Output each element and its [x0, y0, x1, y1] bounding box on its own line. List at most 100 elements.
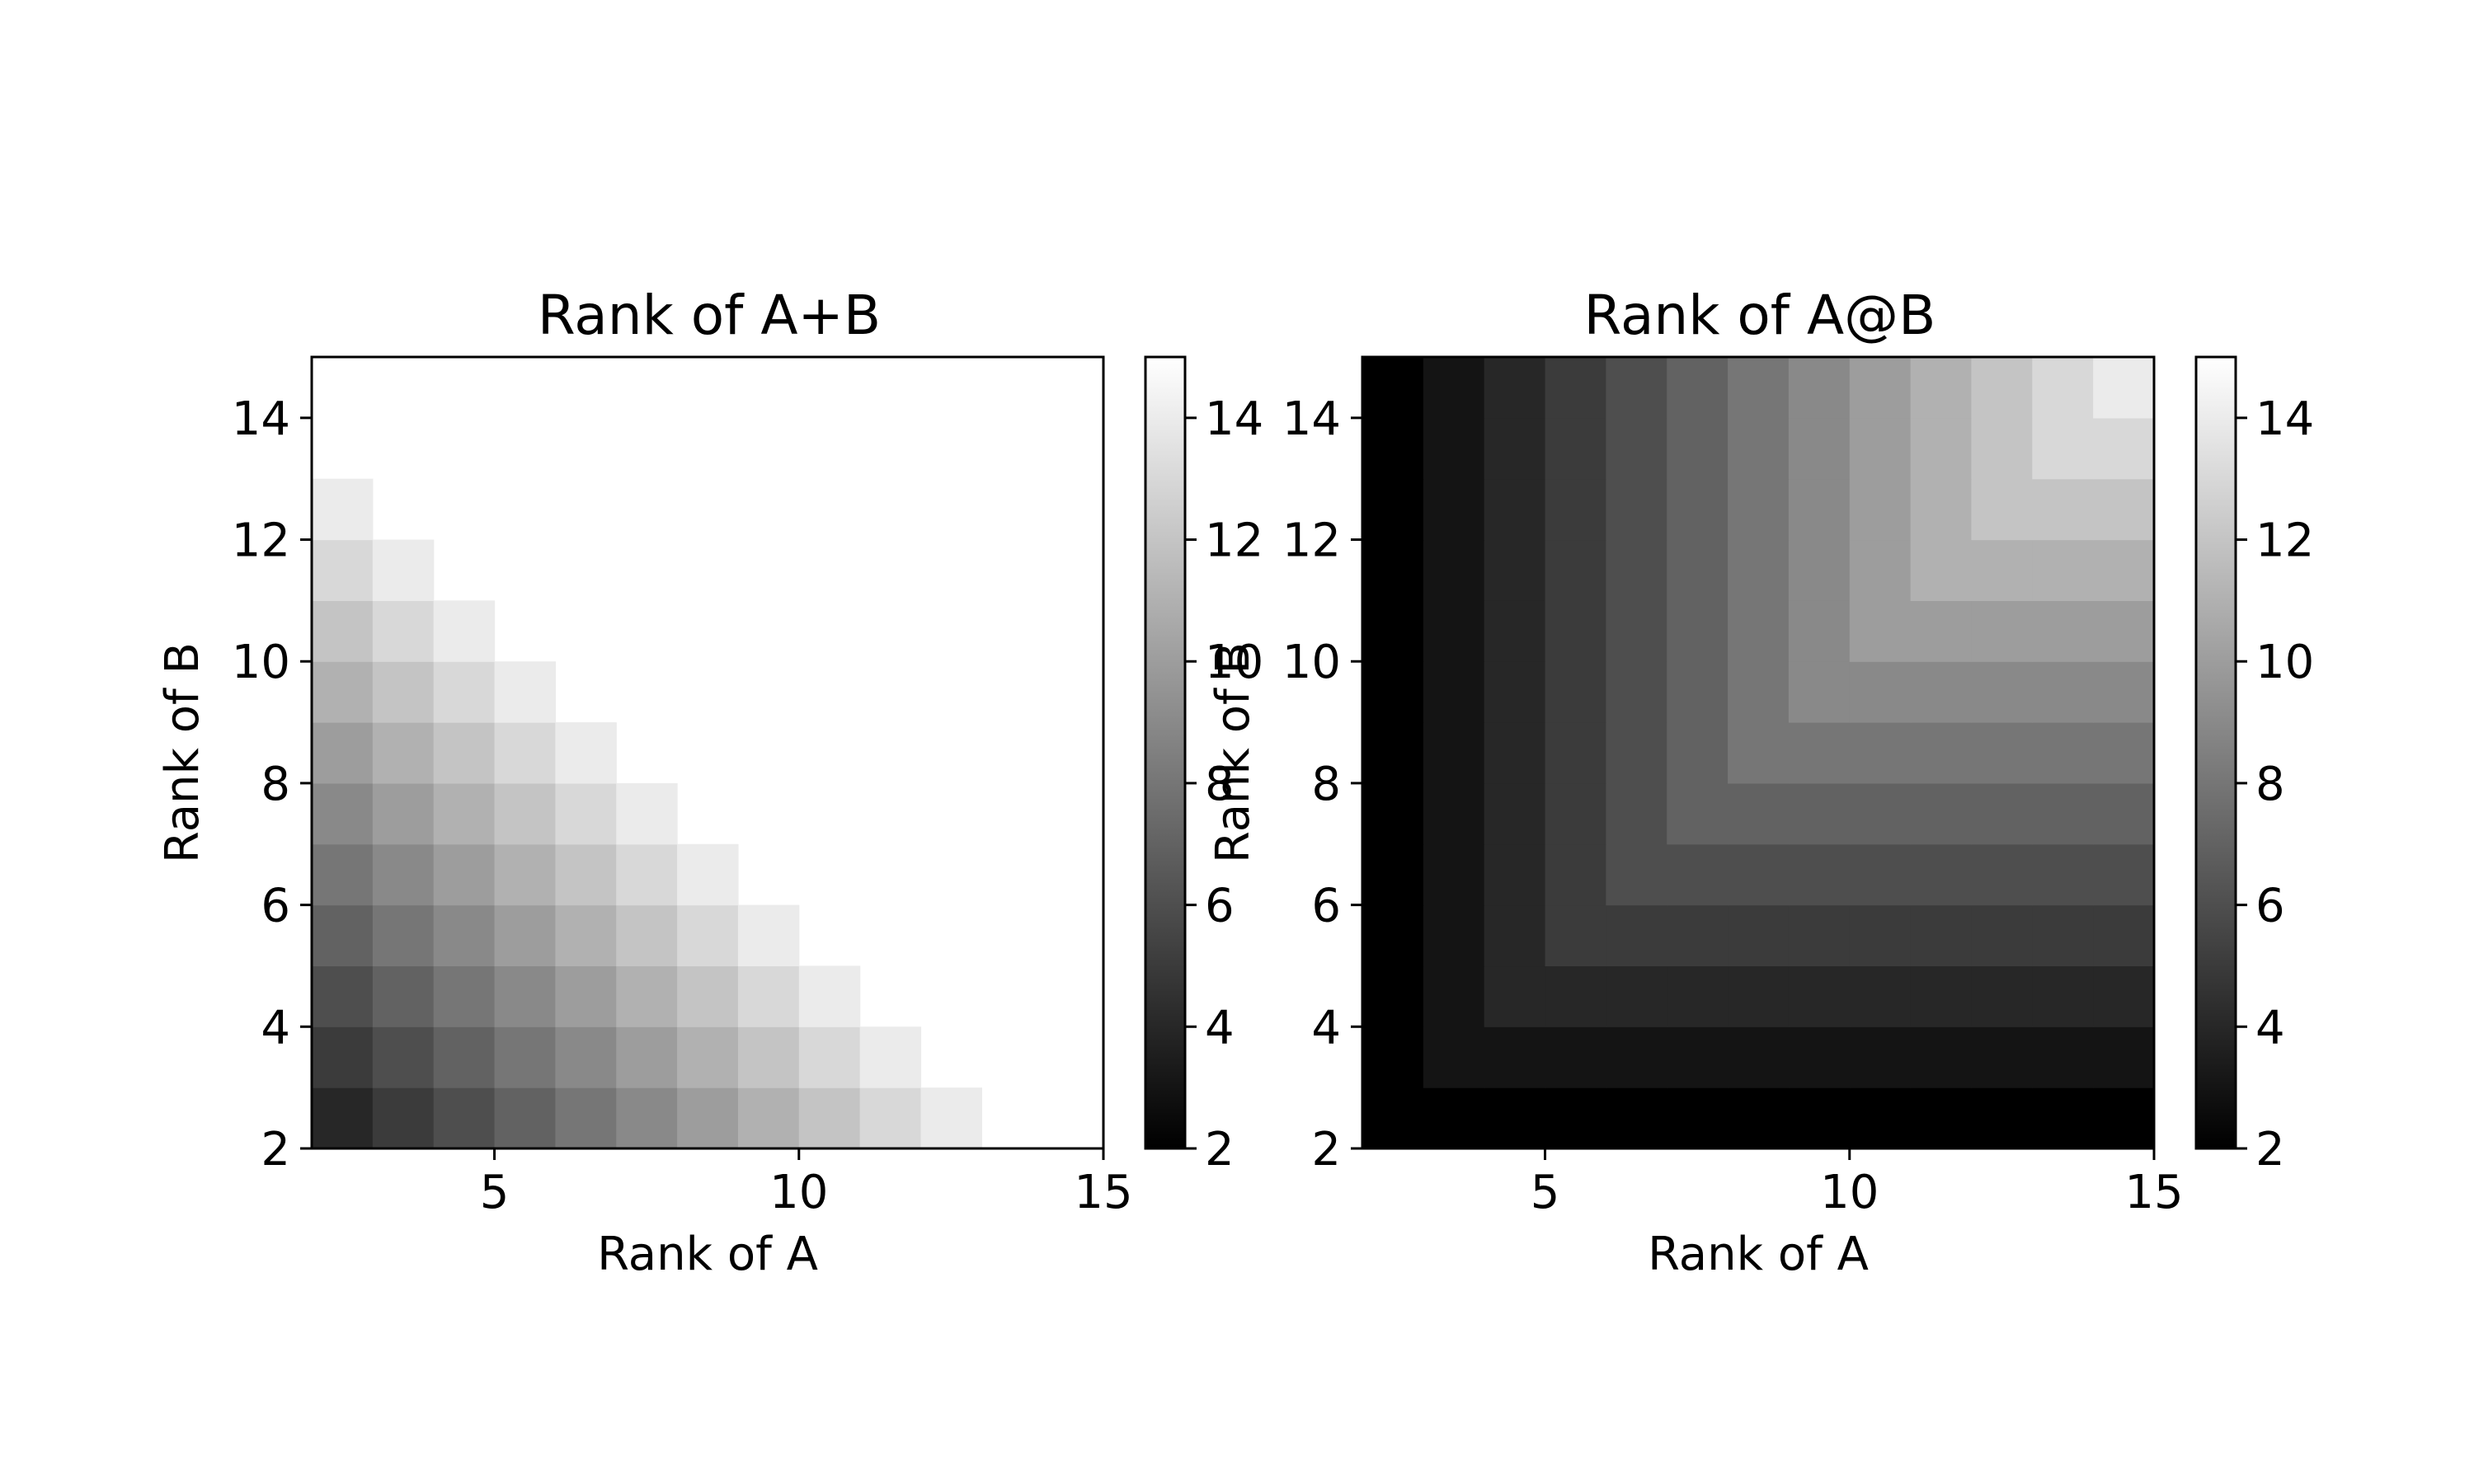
heatmap-cell [1788, 904, 1851, 967]
y-tick-label: 10 [232, 636, 290, 689]
heatmap-cell [1545, 661, 1606, 723]
heatmap-cell [798, 965, 861, 1027]
colorbar-tick-label: 2 [1205, 1123, 1235, 1176]
heatmap-cell [2093, 1026, 2155, 1088]
heatmap-cell [616, 782, 678, 845]
heatmap-cell [1423, 843, 1485, 906]
heatmap-cell [1971, 782, 2033, 845]
heatmap-cell [312, 722, 374, 784]
heatmap-cell [1484, 539, 1546, 601]
heatmap-cell [1484, 1087, 1546, 1149]
heatmap-cell [1606, 600, 1667, 662]
heatmap-cell [1545, 539, 1606, 601]
heatmap-cell [1910, 722, 1973, 784]
heatmap-cell [1788, 1087, 1851, 1149]
heatmap-cell [372, 782, 435, 845]
heatmap-cell [1971, 539, 2033, 601]
colorbar-frame [1144, 355, 1187, 1150]
heatmap-cell [1362, 1026, 1424, 1088]
heatmap-cell [1728, 843, 1790, 906]
heatmap-cell [1910, 478, 1973, 541]
heatmap-cell [372, 600, 435, 662]
y-tick-label: 14 [232, 392, 290, 446]
heatmap-cell [2093, 722, 2155, 784]
colorbar-tick-label: 10 [1205, 636, 1263, 689]
heatmap-cell [1484, 600, 1546, 662]
colorbar-tick-label: 14 [1205, 392, 1263, 446]
heatmap-cell [1910, 1026, 1973, 1088]
heatmap-cell [494, 1087, 556, 1149]
heatmap-cell [1667, 782, 1729, 845]
heatmap-cell [1788, 965, 1851, 1027]
heatmap-cell [1667, 478, 1729, 541]
heatmap-cell [1667, 661, 1729, 723]
x-axis: 5 10 15 [480, 1148, 1133, 1219]
heatmap-cell [1606, 417, 1667, 480]
heatmap-cell [1606, 843, 1667, 906]
heatmap-cell [433, 965, 496, 1027]
heatmap-cell [798, 1026, 861, 1088]
colorbar-gradient [1145, 357, 1185, 1148]
heatmap-cell [1362, 843, 1424, 906]
colorbar-tick-label: 2 [2255, 1123, 2285, 1176]
heatmap-cell [372, 965, 435, 1027]
heatmap-cell [1484, 965, 1546, 1027]
heatmap-cell [1423, 904, 1485, 967]
heatmap-cell [1788, 843, 1851, 906]
heatmap-cell [1788, 417, 1851, 480]
heatmap-cell [1484, 1026, 1546, 1088]
heatmap-cell [616, 1087, 678, 1149]
heatmap-cell [1728, 782, 1790, 845]
heatmap-cell [555, 843, 617, 906]
heatmap-cell [1484, 417, 1546, 480]
heatmap-cell [1849, 782, 1912, 845]
heatmap-cell [616, 843, 678, 906]
heatmap-cell [1606, 904, 1667, 967]
heatmap-cell [1362, 478, 1424, 541]
heatmap-cell [1667, 904, 1729, 967]
heatmap-cell [312, 478, 374, 541]
heatmap-cell [1728, 539, 1790, 601]
heatmap-cell [1849, 904, 1912, 967]
heatmap-cell [1667, 600, 1729, 662]
heatmap-cell [2093, 1087, 2155, 1149]
heatmap-cell [433, 843, 496, 906]
heatmap-cell [1667, 357, 1729, 419]
heatmap-cell [372, 661, 435, 723]
chart-title: Rank of A+B [538, 284, 881, 347]
heatmap-cell [1606, 965, 1667, 1027]
x-axis-label: Rank of A [597, 1228, 818, 1281]
heatmap-cell [1606, 722, 1667, 784]
heatmap-cell [1728, 1026, 1790, 1088]
heatmap-cell [1728, 600, 1790, 662]
heatmap-cell [1728, 722, 1790, 784]
heatmap-cell [1849, 1087, 1912, 1149]
heatmap-cell [1849, 357, 1912, 419]
x-tick-label: 15 [2124, 1166, 2183, 1219]
heatmap-cell [1423, 965, 1485, 1027]
heatmap-cell [555, 1026, 617, 1088]
heatmap-cell [1910, 904, 1973, 967]
y-tick-label: 8 [261, 758, 290, 811]
heatmap-cell [1606, 539, 1667, 601]
heatmap-cell [2093, 661, 2155, 723]
heatmap-cell [2032, 600, 2094, 662]
plot-frame [1361, 355, 2156, 1150]
heatmap-cell [312, 661, 374, 723]
heatmap-cell [2093, 843, 2155, 906]
heatmap-cell [1910, 782, 1973, 845]
heatmap-cell [798, 1087, 861, 1149]
heatmap-cell [555, 904, 617, 967]
heatmap-cell [494, 843, 556, 906]
heatmap-cell [555, 965, 617, 1027]
heatmap-cell [1728, 1087, 1790, 1149]
y-tick-label: 4 [261, 1001, 290, 1054]
heatmap-cell [2032, 843, 2094, 906]
heatmap-cell [1971, 357, 2033, 419]
heatmap-cell [1910, 661, 1973, 723]
heatmap-cell [1910, 539, 1973, 601]
heatmap-cell [372, 722, 435, 784]
heatmap-cell [433, 904, 496, 967]
heatmap-cell [2032, 1087, 2094, 1149]
